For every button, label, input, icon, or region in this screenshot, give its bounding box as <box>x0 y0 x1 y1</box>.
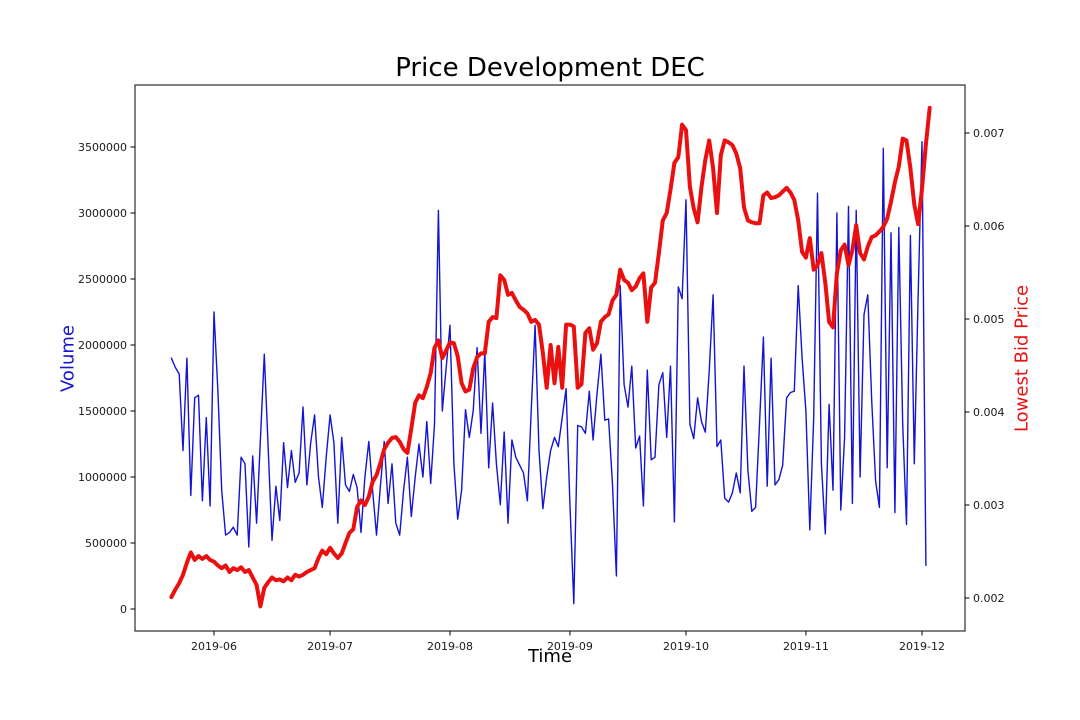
right-tick-label: 0.006 <box>973 220 1005 233</box>
x-tick-label: 2019-09 <box>547 640 593 653</box>
left-tick-label: 0 <box>120 603 127 616</box>
x-tick-label: 2019-12 <box>899 640 945 653</box>
right-tick-label: 0.003 <box>973 499 1005 512</box>
left-tick-label: 3000000 <box>78 207 127 220</box>
right-tick-label: 0.005 <box>973 313 1005 326</box>
x-tick-label: 2019-08 <box>427 640 473 653</box>
series-lowest-bid-price <box>169 105 932 609</box>
series-volume <box>170 140 927 605</box>
left-axis-label: Volume <box>57 325 79 392</box>
x-tick-label: 2019-07 <box>307 640 353 653</box>
chart-title: Price Development DEC <box>395 53 705 83</box>
left-tick-label: 1500000 <box>78 405 127 418</box>
plot-frame <box>134 84 966 632</box>
left-tick-label: 2500000 <box>78 273 127 286</box>
x-tick-label: 2019-10 <box>663 640 709 653</box>
right-tick-label: 0.002 <box>973 592 1005 605</box>
right-tick-label: 0.007 <box>973 127 1005 140</box>
right-axis-label: Lowest Bid Price <box>1011 284 1033 433</box>
x-tick-label: 2019-11 <box>783 640 829 653</box>
left-tick-label: 3500000 <box>78 141 127 154</box>
left-tick-label: 1000000 <box>78 471 127 484</box>
left-tick-label: 2000000 <box>78 339 127 352</box>
x-axis-label: Time <box>527 646 573 667</box>
right-tick-label: 0.004 <box>973 406 1005 419</box>
left-tick-label: 500000 <box>85 537 127 550</box>
x-tick-label: 2019-06 <box>191 640 237 653</box>
